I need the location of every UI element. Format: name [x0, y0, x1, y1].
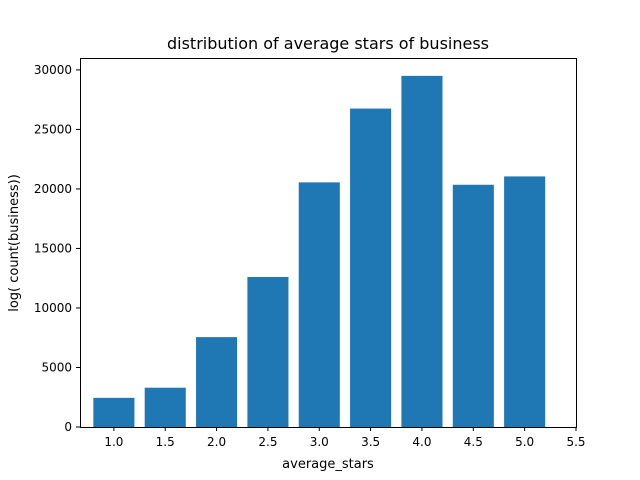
- x-tick-label: 4.5: [464, 435, 483, 449]
- bar: [247, 277, 289, 427]
- bar: [196, 337, 238, 427]
- x-tick-label: 1.5: [156, 435, 175, 449]
- chart-title: distribution of average stars of busines…: [167, 34, 489, 53]
- y-axis: 0 5000 10000 15000 20000 25000 30000: [34, 63, 80, 434]
- x-tick-label: 2.0: [207, 435, 226, 449]
- bar: [401, 75, 443, 428]
- plot-frame: [80, 58, 577, 428]
- bar: [144, 387, 186, 427]
- y-tick-label: 0: [64, 420, 72, 434]
- y-tick-label: 5000: [41, 360, 72, 374]
- y-axis-label: log( count(business)): [7, 174, 22, 312]
- x-tick-label: 5.0: [515, 435, 534, 449]
- x-tick-label: 5.5: [566, 435, 585, 449]
- x-tick-label: 1.0: [104, 435, 123, 449]
- bar: [350, 108, 392, 427]
- x-axis-label: average_stars: [282, 457, 374, 472]
- x-tick-label: 3.5: [361, 435, 380, 449]
- y-tick-label: 10000: [34, 301, 72, 315]
- x-tick-label: 4.0: [412, 435, 431, 449]
- x-tick-label: 2.5: [258, 435, 277, 449]
- bar: [93, 397, 135, 427]
- bar: [504, 176, 546, 427]
- bar: [452, 184, 494, 427]
- y-tick-label: 15000: [34, 241, 72, 255]
- x-tick-label: 3.0: [310, 435, 329, 449]
- bars-group: [93, 75, 546, 428]
- y-tick-label: 20000: [34, 182, 72, 196]
- y-tick-label: 30000: [34, 63, 72, 77]
- y-tick-label: 25000: [34, 122, 72, 136]
- bar: [298, 182, 340, 427]
- x-axis: 1.0 1.5 2.0 2.5 3.0 3.5 4.0 4.5 5.0 5.5: [104, 427, 586, 449]
